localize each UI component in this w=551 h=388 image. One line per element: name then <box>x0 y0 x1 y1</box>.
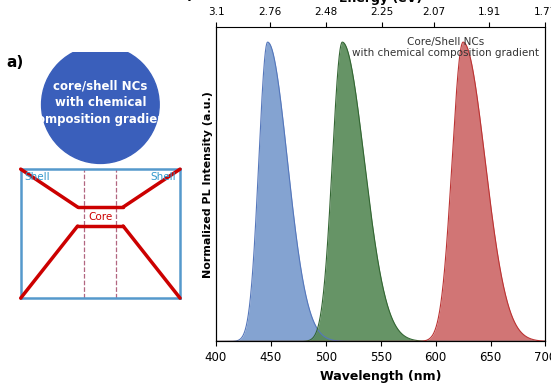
Text: b): b) <box>176 0 194 2</box>
Text: Shell: Shell <box>24 172 50 182</box>
Text: Core: Core <box>88 211 112 222</box>
X-axis label: Wavelength (nm): Wavelength (nm) <box>320 370 441 383</box>
Text: a): a) <box>7 55 24 70</box>
Text: Shell: Shell <box>150 172 176 182</box>
Text: core/shell NCs
with chemical
composition gradient: core/shell NCs with chemical composition… <box>30 79 171 126</box>
X-axis label: Energy (eV): Energy (eV) <box>339 0 423 5</box>
Text: Core/Shell NCs
with chemical composition gradient: Core/Shell NCs with chemical composition… <box>352 36 539 58</box>
Y-axis label: Normalized PL Intensity (a.u.): Normalized PL Intensity (a.u.) <box>203 91 213 278</box>
Circle shape <box>41 46 159 163</box>
